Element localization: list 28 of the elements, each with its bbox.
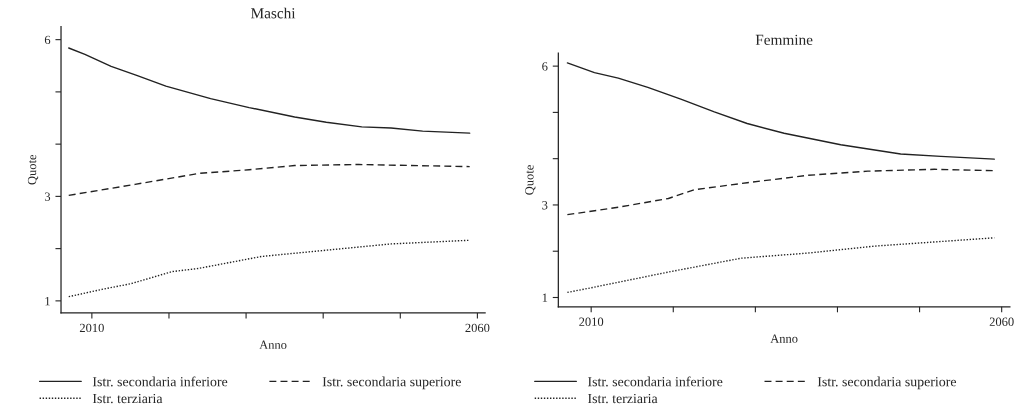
legend-label: Istr. terziaria xyxy=(587,393,658,404)
y-tick-label: 1 xyxy=(542,293,548,302)
legend-label: Istr. secondaria inferiore xyxy=(92,376,228,387)
y-tick-label: 6 xyxy=(44,35,51,45)
chart-title: Femmine xyxy=(755,34,813,45)
chart-title: Maschi xyxy=(251,7,296,19)
line-series xyxy=(68,239,471,298)
y-tick-label: 6 xyxy=(542,62,548,71)
line-series xyxy=(68,163,471,197)
line-series xyxy=(566,62,995,160)
y-axis-title: Quote xyxy=(27,154,39,185)
y-axis-title: Quote xyxy=(525,165,536,195)
line-series xyxy=(566,168,995,216)
x-axis-title: Anno xyxy=(259,340,287,349)
x-tick-label: 2010 xyxy=(579,317,604,326)
x-tick-label: 2060 xyxy=(989,317,1014,326)
x-tick-label: 2010 xyxy=(79,323,104,333)
legend-label: Istr. secondaria superiore xyxy=(817,376,957,390)
x-axis-title: Anno xyxy=(770,334,798,343)
y-tick-label: 3 xyxy=(542,201,548,210)
y-tick-label: 3 xyxy=(44,192,51,201)
legend-label: Istr. secondaria superiore xyxy=(322,376,461,390)
line-series xyxy=(68,47,471,134)
legend-label: Istr. terziaria xyxy=(92,393,163,404)
line-series xyxy=(566,237,995,294)
legend-label: Istr. secondaria inferiore xyxy=(587,376,723,387)
x-tick-label: 2060 xyxy=(465,323,490,333)
y-tick-label: 1 xyxy=(45,296,50,306)
